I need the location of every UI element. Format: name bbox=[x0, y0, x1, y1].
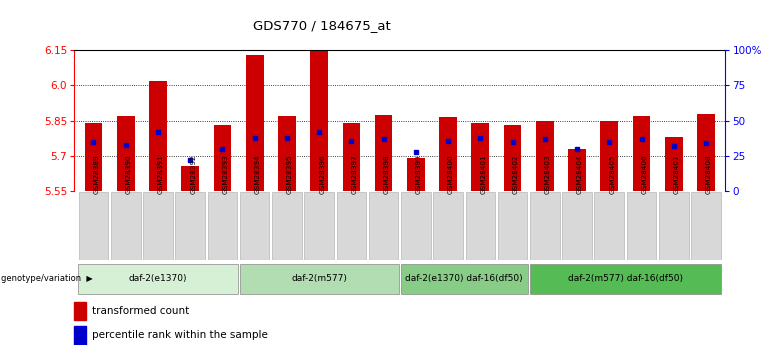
Text: GSM28401: GSM28401 bbox=[480, 155, 487, 194]
Bar bbox=[278, 116, 296, 191]
FancyBboxPatch shape bbox=[659, 192, 689, 260]
Text: GSM28405: GSM28405 bbox=[609, 155, 615, 194]
Text: GSM28407: GSM28407 bbox=[674, 155, 680, 194]
FancyBboxPatch shape bbox=[143, 192, 172, 260]
Text: GSM28399: GSM28399 bbox=[416, 155, 422, 194]
Text: GSM28389: GSM28389 bbox=[94, 155, 99, 194]
Bar bbox=[181, 166, 199, 191]
Text: GSM28397: GSM28397 bbox=[351, 155, 357, 194]
Text: daf-2(m577) daf-16(df50): daf-2(m577) daf-16(df50) bbox=[568, 274, 683, 283]
Bar bbox=[74, 326, 87, 345]
Text: GSM28400: GSM28400 bbox=[448, 155, 454, 194]
Text: genotype/variation  ▶: genotype/variation ▶ bbox=[1, 274, 93, 283]
Text: GSM28404: GSM28404 bbox=[577, 155, 583, 194]
Text: GSM28396: GSM28396 bbox=[319, 155, 325, 194]
FancyBboxPatch shape bbox=[498, 192, 527, 260]
Text: GSM28395: GSM28395 bbox=[287, 155, 293, 194]
Bar bbox=[601, 121, 619, 191]
Text: GSM28403: GSM28403 bbox=[545, 155, 551, 194]
FancyBboxPatch shape bbox=[466, 192, 495, 260]
Text: GSM28408: GSM28408 bbox=[706, 155, 712, 194]
FancyBboxPatch shape bbox=[530, 264, 722, 294]
FancyBboxPatch shape bbox=[207, 192, 237, 260]
Bar bbox=[374, 115, 392, 191]
FancyBboxPatch shape bbox=[562, 192, 592, 260]
FancyBboxPatch shape bbox=[272, 192, 302, 260]
Text: GSM28402: GSM28402 bbox=[512, 155, 519, 194]
Text: GDS770 / 184675_at: GDS770 / 184675_at bbox=[253, 19, 391, 32]
FancyBboxPatch shape bbox=[401, 264, 528, 294]
FancyBboxPatch shape bbox=[239, 264, 399, 294]
FancyBboxPatch shape bbox=[530, 192, 560, 260]
Bar bbox=[536, 121, 554, 191]
Bar bbox=[149, 81, 167, 191]
Text: GSM28394: GSM28394 bbox=[254, 155, 261, 194]
Bar bbox=[117, 116, 135, 191]
FancyBboxPatch shape bbox=[239, 192, 270, 260]
Bar bbox=[504, 126, 522, 191]
Text: daf-2(m577): daf-2(m577) bbox=[291, 274, 347, 283]
FancyBboxPatch shape bbox=[401, 192, 431, 260]
FancyBboxPatch shape bbox=[304, 192, 334, 260]
Text: GSM28406: GSM28406 bbox=[642, 155, 647, 194]
Bar bbox=[407, 158, 425, 191]
Text: transformed count: transformed count bbox=[92, 306, 189, 316]
FancyBboxPatch shape bbox=[111, 192, 140, 260]
Bar bbox=[84, 123, 102, 191]
Text: daf-2(e1370) daf-16(df50): daf-2(e1370) daf-16(df50) bbox=[406, 274, 523, 283]
Bar bbox=[665, 137, 682, 191]
Text: GSM28390: GSM28390 bbox=[126, 155, 132, 194]
Text: GSM28391: GSM28391 bbox=[158, 155, 164, 194]
Text: percentile rank within the sample: percentile rank within the sample bbox=[92, 331, 268, 341]
FancyBboxPatch shape bbox=[79, 192, 108, 260]
Bar bbox=[568, 149, 586, 191]
FancyBboxPatch shape bbox=[594, 192, 624, 260]
Bar bbox=[310, 51, 328, 191]
FancyBboxPatch shape bbox=[176, 192, 205, 260]
Bar bbox=[697, 114, 715, 191]
Text: daf-2(e1370): daf-2(e1370) bbox=[129, 274, 187, 283]
Bar bbox=[74, 302, 87, 321]
Text: GSM28398: GSM28398 bbox=[384, 155, 390, 194]
FancyBboxPatch shape bbox=[369, 192, 399, 260]
FancyBboxPatch shape bbox=[627, 192, 657, 260]
Bar bbox=[471, 123, 489, 191]
Text: GSM28393: GSM28393 bbox=[222, 155, 229, 194]
Bar bbox=[439, 117, 457, 191]
Bar bbox=[246, 55, 264, 191]
Bar bbox=[633, 116, 651, 191]
FancyBboxPatch shape bbox=[691, 192, 721, 260]
Bar bbox=[342, 123, 360, 191]
Text: GSM28392: GSM28392 bbox=[190, 155, 197, 194]
FancyBboxPatch shape bbox=[78, 264, 238, 294]
FancyBboxPatch shape bbox=[433, 192, 463, 260]
FancyBboxPatch shape bbox=[336, 192, 367, 260]
Bar bbox=[214, 126, 232, 191]
